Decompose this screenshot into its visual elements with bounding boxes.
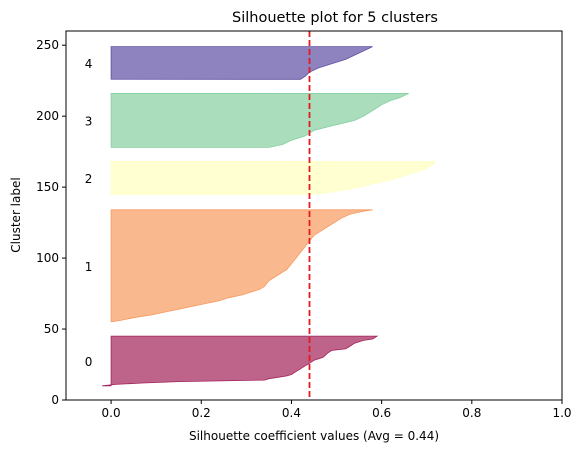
cluster-2-area [110, 161, 437, 195]
y-tick-label: 150 [36, 180, 59, 194]
plot-frame [65, 30, 563, 401]
x-tick-label: 0.0 [102, 406, 121, 420]
cluster-3-label: 3 [85, 114, 93, 128]
y-tick-label: 200 [36, 109, 59, 123]
x-axis-label: Silhouette coefficient values (Avg = 0.4… [189, 429, 439, 443]
x-tick-label: 0.2 [192, 406, 211, 420]
y-tick-label: 0 [51, 393, 59, 407]
y-tick-label: 50 [44, 322, 59, 336]
y-axis: 0 50 100 150 200 250 [36, 38, 66, 407]
cluster-labels: 0 1 2 3 4 [85, 57, 93, 369]
x-tick-label: 1.0 [552, 406, 571, 420]
x-tick-label: 0.6 [372, 406, 391, 420]
x-tick-label: 0.4 [282, 406, 301, 420]
cluster-3-area [110, 93, 409, 148]
cluster-0-label: 0 [85, 355, 93, 369]
x-axis: 0.0 0.2 0.4 0.6 0.8 1.0 [102, 400, 572, 420]
cluster-2-label: 2 [85, 172, 93, 186]
chart-title: Silhouette plot for 5 clusters [232, 10, 438, 26]
y-tick-label: 100 [36, 251, 59, 265]
x-tick-label: 0.8 [462, 406, 481, 420]
cluster-areas [102, 46, 437, 387]
cluster-0-area [102, 335, 379, 387]
cluster-1-area [110, 209, 373, 323]
y-tick-label: 250 [36, 38, 59, 52]
cluster-4-label: 4 [85, 57, 93, 71]
cluster-4-area [110, 46, 373, 80]
cluster-1-label: 1 [85, 260, 93, 274]
y-axis-label: Cluster label [9, 177, 23, 252]
